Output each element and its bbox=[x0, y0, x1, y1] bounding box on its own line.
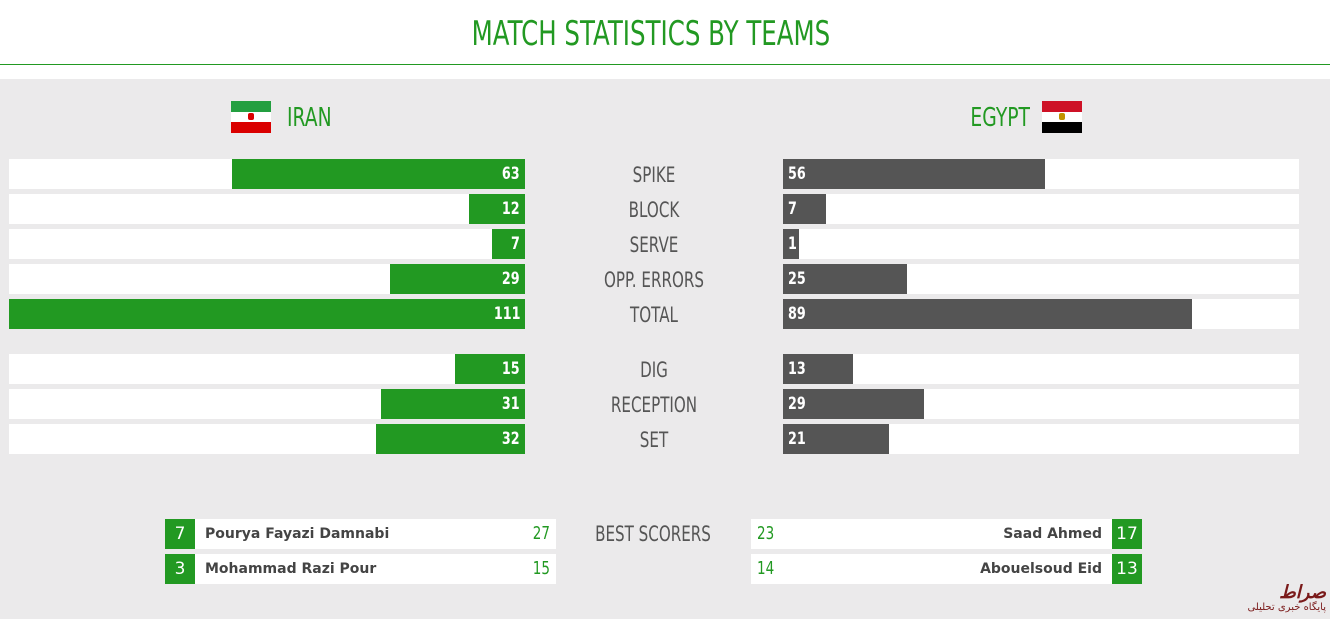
home-value: 111 bbox=[493, 304, 520, 324]
away-bar-track: 7 bbox=[783, 194, 1299, 224]
stat-label: SERVE bbox=[629, 233, 679, 257]
away-bar-track: 89 bbox=[783, 299, 1299, 329]
egypt-flag-icon bbox=[1042, 101, 1082, 133]
scorer-panel: 23 Saad Ahmed bbox=[751, 519, 1112, 549]
home-value: 7 bbox=[511, 234, 520, 254]
stat-label: SPIKE bbox=[632, 163, 676, 187]
away-bar-track: 25 bbox=[783, 264, 1299, 294]
home-bar: 15 bbox=[455, 354, 525, 384]
stat-label: SET bbox=[639, 428, 669, 452]
home-bar-track: 29 bbox=[9, 264, 525, 294]
home-bar: 7 bbox=[492, 229, 525, 259]
away-bar: 89 bbox=[783, 299, 1192, 329]
away-scorer-row: 23 Saad Ahmed 17 bbox=[751, 519, 1142, 549]
player-number-badge: 7 bbox=[165, 519, 195, 549]
away-value: 7 bbox=[788, 199, 797, 219]
stat-label: RECEPTION bbox=[610, 393, 698, 417]
home-bar-track: 12 bbox=[9, 194, 525, 224]
home-bar: 29 bbox=[390, 264, 525, 294]
home-team-name: IRAN bbox=[287, 103, 332, 133]
away-value: 1 bbox=[788, 234, 797, 254]
home-bar-track: 111 bbox=[9, 299, 525, 329]
away-value: 29 bbox=[788, 394, 806, 414]
scorer-panel: 14 Abouelsoud Eid bbox=[751, 554, 1112, 584]
away-value: 89 bbox=[788, 304, 806, 324]
player-name: Saad Ahmed bbox=[1003, 526, 1102, 542]
iran-flag-icon bbox=[231, 101, 271, 133]
home-bar-track: 7 bbox=[9, 229, 525, 259]
player-name: Abouelsoud Eid bbox=[980, 561, 1102, 577]
away-value: 56 bbox=[788, 164, 806, 184]
stat-row: 31 RECEPTION 29 bbox=[0, 389, 1330, 419]
player-name: Pourya Fayazi Damnabi bbox=[205, 526, 390, 542]
stat-row: 7 SERVE 1 bbox=[0, 229, 1330, 259]
away-bar-track: 21 bbox=[783, 424, 1299, 454]
stat-label: TOTAL bbox=[630, 303, 678, 327]
home-bar: 31 bbox=[381, 389, 525, 419]
home-value: 63 bbox=[502, 164, 520, 184]
away-bar: 29 bbox=[783, 389, 924, 419]
player-number-badge: 13 bbox=[1112, 554, 1142, 584]
scorer-panel: Mohammad Razi Pour 15 bbox=[195, 554, 556, 584]
stat-row: 15 DIG 13 bbox=[0, 354, 1330, 384]
stat-label: BLOCK bbox=[628, 198, 680, 222]
away-value: 21 bbox=[788, 429, 806, 449]
stat-row: 111 TOTAL 89 bbox=[0, 299, 1330, 329]
home-bar: 12 bbox=[469, 194, 525, 224]
player-points: 14 bbox=[757, 558, 775, 579]
home-value: 29 bbox=[502, 269, 520, 289]
home-value: 31 bbox=[502, 394, 520, 414]
away-bar: 21 bbox=[783, 424, 889, 454]
away-bar: 7 bbox=[783, 194, 826, 224]
away-bar-track: 13 bbox=[783, 354, 1299, 384]
away-value: 13 bbox=[788, 359, 806, 379]
home-bar-track: 32 bbox=[9, 424, 525, 454]
player-number-badge: 3 bbox=[165, 554, 195, 584]
header-divider bbox=[0, 65, 1330, 79]
home-bar-track: 15 bbox=[9, 354, 525, 384]
stat-row: 32 SET 21 bbox=[0, 424, 1330, 454]
away-value: 25 bbox=[788, 269, 806, 289]
home-bar-track: 63 bbox=[9, 159, 525, 189]
home-bar: 111 bbox=[9, 299, 525, 329]
player-points: 15 bbox=[532, 558, 550, 579]
home-value: 12 bbox=[502, 199, 520, 219]
away-bar: 13 bbox=[783, 354, 853, 384]
home-scorer-row: 3 Mohammad Razi Pour 15 bbox=[165, 554, 556, 584]
page-title: MATCH STATISTICS BY TEAMS bbox=[471, 14, 831, 54]
away-bar-track: 29 bbox=[783, 389, 1299, 419]
away-bar: 56 bbox=[783, 159, 1045, 189]
player-name: Mohammad Razi Pour bbox=[205, 561, 377, 577]
player-number-badge: 17 bbox=[1112, 519, 1142, 549]
player-points: 27 bbox=[532, 523, 550, 544]
player-points: 23 bbox=[757, 523, 775, 544]
home-scorer-row: 7 Pourya Fayazi Damnabi 27 bbox=[165, 519, 556, 549]
away-bar-track: 56 bbox=[783, 159, 1299, 189]
best-scorers-label: BEST SCORERS bbox=[595, 522, 711, 546]
home-value: 32 bbox=[502, 429, 520, 449]
stat-label: DIG bbox=[640, 358, 668, 382]
home-bar: 32 bbox=[376, 424, 525, 454]
scorer-panel: Pourya Fayazi Damnabi 27 bbox=[195, 519, 556, 549]
away-scorer-row: 14 Abouelsoud Eid 13 bbox=[751, 554, 1142, 584]
stat-row: 63 SPIKE 56 bbox=[0, 159, 1330, 189]
home-value: 15 bbox=[502, 359, 520, 379]
watermark-logo: صراط پایگاه خبری تحلیلی bbox=[1218, 584, 1326, 616]
watermark-caption: پایگاه خبری تحلیلی bbox=[1247, 602, 1326, 613]
away-bar-track: 1 bbox=[783, 229, 1299, 259]
home-bar-track: 31 bbox=[9, 389, 525, 419]
header: MATCH STATISTICS BY TEAMS bbox=[0, 0, 1330, 65]
watermark-logo-text: صراط bbox=[1279, 582, 1326, 603]
home-bar: 63 bbox=[232, 159, 525, 189]
stat-label: OPP. ERRORS bbox=[604, 268, 704, 292]
stat-row: 29 OPP. ERRORS 25 bbox=[0, 264, 1330, 294]
away-team-name: EGYPT bbox=[970, 103, 1030, 133]
away-bar: 25 bbox=[783, 264, 907, 294]
stat-row: 12 BLOCK 7 bbox=[0, 194, 1330, 224]
away-bar: 1 bbox=[783, 229, 799, 259]
